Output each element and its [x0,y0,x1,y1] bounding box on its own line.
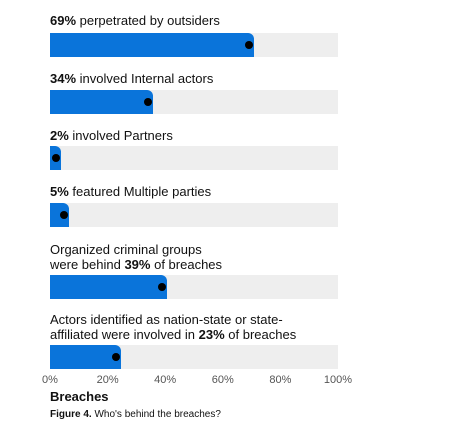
x-tick-label: 100% [323,374,353,386]
bar-track [50,345,338,369]
bar-marker [158,283,167,291]
figure-caption-text: Who's behind the breaches? [91,409,221,420]
x-tick-label: 40% [154,374,177,386]
bar [50,203,70,227]
bar-value-label: 34% [50,71,77,86]
bar-track [50,203,338,227]
bar-label: 5% featured Multiple parties [50,184,212,199]
bar-value-label: 39% [124,257,151,272]
bar-value-label: 2% [50,128,69,143]
bar [50,33,254,57]
bar-label: 34% involved Internal actors [50,71,214,86]
x-axis-title: Breaches [50,389,109,404]
figure-caption-label: Figure 4. [50,409,92,420]
bar-label: 69% perpetrated by outsiders [50,13,220,28]
bar-marker [51,154,60,162]
bar-label: 2% involved Partners [50,128,173,143]
bar-track [50,275,338,299]
x-tick-label: 80% [269,374,292,386]
bar-marker [143,98,152,106]
bar-marker [112,353,121,361]
bar-value-label: 5% [50,184,69,199]
bar [50,345,122,369]
bar-value-label: 69% [50,13,77,28]
bar-track [50,146,338,170]
x-tick-label: 0% [42,374,58,386]
bar-label: Organized criminal groups were behind 39%… [50,242,223,272]
bar [50,275,168,299]
bar-value-label: 23% [198,327,225,342]
bar-track [50,33,338,57]
x-tick-label: 20% [96,374,119,386]
figure-caption: Figure 4. Who's behind the breaches? [50,409,221,420]
bar-label: Actors identified as nation-state or sta… [50,312,297,342]
bar-marker [244,41,253,49]
bar [50,90,153,114]
bar-marker [60,211,69,219]
x-tick-label: 60% [211,374,234,386]
bar-track [50,90,338,114]
